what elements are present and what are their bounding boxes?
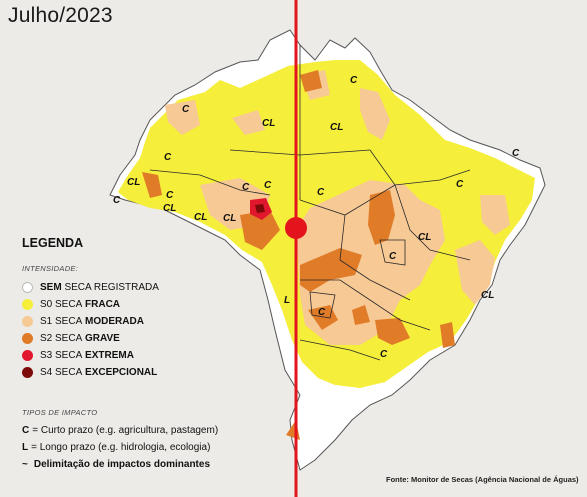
svg-text:CL: CL [163, 203, 176, 214]
swatch-s1 [22, 316, 33, 327]
legend-item-s1: S1 SECA MODERADA [22, 313, 262, 330]
svg-text:C: C [166, 190, 174, 201]
location-marker [285, 217, 307, 239]
svg-text:C: C [164, 152, 172, 163]
svg-text:C: C [242, 182, 250, 193]
boundary-line-icon: ~ [22, 459, 28, 470]
svg-text:C: C [512, 148, 520, 159]
swatch-none [22, 282, 33, 293]
swatch-s4 [22, 367, 33, 378]
svg-text:C: C [380, 349, 388, 360]
legend-heading: LEGENDA [22, 236, 84, 250]
svg-text:CL: CL [194, 212, 207, 223]
svg-text:C: C [318, 307, 326, 318]
impact-types: TIPOS DE IMPACTO C = Curto prazo (e.g. ag… [22, 408, 282, 473]
impact-boundary: ~ Delimitação de impactos dominantes [22, 459, 211, 470]
svg-text:C: C [113, 195, 121, 206]
legend-item-s4: S4 SECA EXCEPCIONAL [22, 364, 262, 381]
drought-s2-areas [142, 70, 455, 440]
impact-long-term: L = Longo prazo (e.g. hidrologia, ecologi… [22, 442, 211, 453]
intensity-label: INTENSIDADE: [22, 264, 79, 273]
swatch-s3 [22, 350, 33, 361]
svg-text:CL: CL [481, 290, 494, 301]
svg-text:CL: CL [223, 213, 236, 224]
svg-text:C: C [456, 179, 464, 190]
svg-text:C: C [389, 251, 397, 262]
swatch-s0 [22, 299, 33, 310]
swatch-s2 [22, 333, 33, 344]
svg-text:C: C [264, 180, 272, 191]
legend-item-none: SEM SECA REGISTRADA [22, 279, 262, 296]
impact-types-label: TIPOS DE IMPACTO [22, 408, 98, 417]
legend: LEGENDA INTENSIDADE: SEM SECA REGISTRADA… [22, 236, 262, 381]
state-borders [149, 45, 471, 361]
svg-text:L: L [284, 295, 290, 306]
drought-s4-area [255, 204, 265, 213]
legend-item-s0: S0 SECA FRACA [22, 296, 262, 313]
svg-text:CL: CL [418, 232, 431, 243]
svg-text:C: C [350, 75, 358, 86]
svg-text:CL: CL [127, 177, 140, 188]
svg-text:CL: CL [262, 118, 275, 129]
svg-text:C: C [182, 104, 190, 115]
legend-item-s3: S3 SECA EXTREMA [22, 347, 262, 364]
impact-short-term: C = Curto prazo (e.g. agricultura, pastag… [22, 425, 219, 436]
svg-text:C: C [317, 187, 325, 198]
source-note: Fonte: Monitor de Secas (Agência Naciona… [386, 475, 579, 484]
impact-labels: C CL C C CL C C CL CL CL C C C CL C C L … [113, 75, 520, 360]
svg-text:CL: CL [330, 122, 343, 133]
legend-item-s2: S2 SECA GRAVE [22, 330, 262, 347]
map-title: Julho/2023 [8, 4, 113, 27]
